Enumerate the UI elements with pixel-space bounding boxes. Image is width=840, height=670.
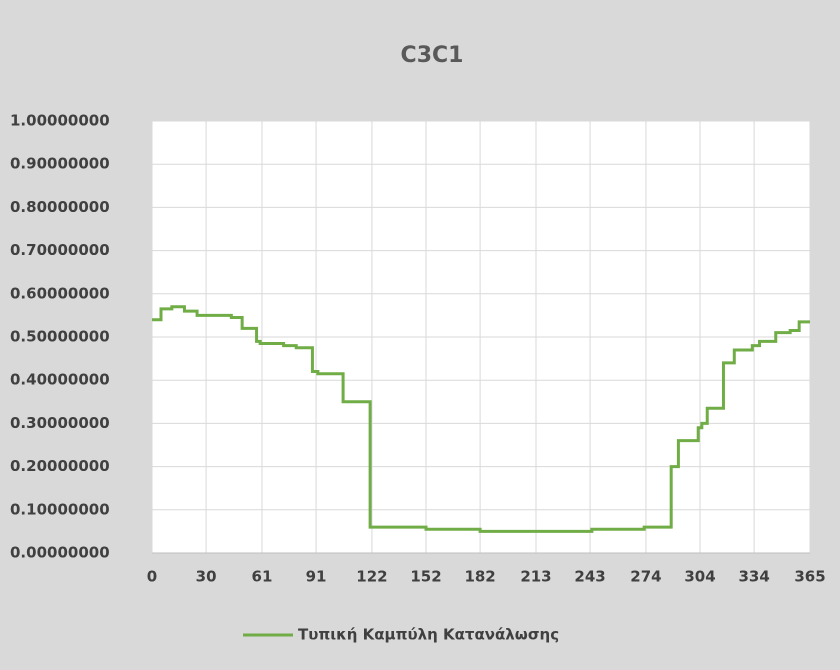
x-tick-label: 365 bbox=[794, 568, 825, 586]
y-tick-label: 0.10000000 bbox=[10, 500, 110, 518]
x-tick-label: 334 bbox=[738, 568, 769, 586]
y-tick-label: 1.00000000 bbox=[10, 112, 110, 130]
x-tick-label: 152 bbox=[410, 568, 441, 586]
y-tick-label: 0.30000000 bbox=[10, 414, 110, 432]
x-tick-label: 61 bbox=[252, 568, 273, 586]
y-tick-label: 0.80000000 bbox=[10, 198, 110, 216]
y-tick-label: 0.90000000 bbox=[10, 155, 110, 173]
x-tick-label: 304 bbox=[684, 568, 715, 586]
y-tick-label: 0.00000000 bbox=[10, 544, 110, 562]
y-tick-label: 0.50000000 bbox=[10, 328, 110, 346]
x-tick-label: 30 bbox=[196, 568, 217, 586]
x-tick-label: 122 bbox=[356, 568, 387, 586]
x-tick-label: 243 bbox=[574, 568, 605, 586]
y-tick-label: 0.20000000 bbox=[10, 457, 110, 475]
x-tick-label: 0 bbox=[147, 568, 157, 586]
y-tick-label: 0.40000000 bbox=[10, 371, 110, 389]
x-tick-label: 182 bbox=[464, 568, 495, 586]
x-tick-label: 91 bbox=[306, 568, 327, 586]
legend-label: Τυπική Καμπύλη Κατανάλωσης bbox=[298, 626, 559, 644]
x-tick-label: 274 bbox=[630, 568, 661, 586]
y-tick-label: 0.70000000 bbox=[10, 241, 110, 259]
x-tick-label: 213 bbox=[520, 568, 551, 586]
data-line bbox=[152, 305, 810, 533]
y-tick-label: 0.60000000 bbox=[10, 284, 110, 302]
chart-title: C3C1 bbox=[401, 43, 464, 68]
